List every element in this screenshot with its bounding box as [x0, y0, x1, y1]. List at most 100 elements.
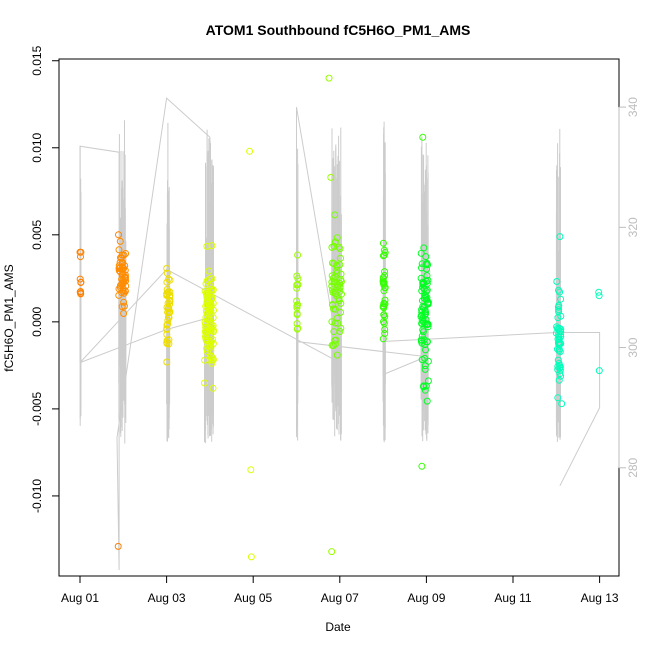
- data-point: [419, 281, 427, 288]
- data-point: [163, 325, 171, 333]
- data-point: [554, 363, 562, 370]
- data-point: [76, 275, 84, 283]
- data-point: [558, 400, 566, 408]
- x-axis-label: Date: [325, 620, 351, 634]
- data-point: [247, 553, 255, 561]
- data-point: [379, 275, 387, 283]
- data-point: [381, 296, 389, 304]
- y2-tick-label: 280: [626, 457, 640, 477]
- data-point: [554, 303, 562, 311]
- data-point: [421, 386, 429, 394]
- y-tick-label: 0.015: [30, 45, 44, 75]
- data-point: [77, 290, 85, 298]
- data-point: [77, 253, 84, 261]
- data-point: [418, 462, 426, 470]
- y-tick-label: 0.000: [30, 307, 44, 337]
- data-point: [332, 336, 340, 344]
- data-point: [424, 377, 432, 385]
- data-point: [327, 173, 335, 181]
- y-axis-label: fC5H6O_PM1_AMS: [2, 264, 16, 371]
- data-point: [77, 278, 85, 286]
- data-point: [380, 299, 388, 307]
- data-point: [165, 314, 173, 322]
- data-point: [247, 466, 255, 474]
- data-point: [209, 314, 217, 322]
- data-point: [293, 297, 301, 305]
- data-point: [553, 278, 561, 285]
- data-point: [557, 372, 565, 380]
- data-point: [418, 339, 426, 347]
- data-point: [202, 320, 209, 328]
- data-point: [595, 367, 603, 375]
- data-point: [417, 249, 425, 257]
- y2-tick-label: 340: [626, 97, 640, 117]
- data-point: [163, 358, 171, 366]
- x-tick-label: Aug 09: [407, 591, 445, 605]
- data-point: [293, 302, 301, 310]
- data-point: [201, 356, 209, 364]
- data-point: [379, 335, 387, 343]
- data-point: [163, 339, 171, 346]
- data-point: [424, 261, 432, 269]
- data-point: [325, 74, 333, 82]
- data-point: [209, 354, 217, 362]
- data-point: [328, 278, 336, 286]
- data-point: [419, 326, 427, 334]
- data-point: [421, 365, 429, 373]
- data-point: [294, 275, 302, 283]
- data-point: [380, 251, 388, 259]
- y2-tick-label: 300: [626, 337, 640, 357]
- data-point: [209, 384, 217, 392]
- data-point: [380, 287, 388, 295]
- data-point: [380, 318, 387, 326]
- x-tick-label: Aug 11: [494, 591, 531, 605]
- data-point: [557, 328, 565, 335]
- data-point: [77, 288, 85, 295]
- data-point: [201, 318, 209, 326]
- x-tick-label: Aug 05: [234, 591, 272, 605]
- data-point: [422, 253, 430, 261]
- data-point: [329, 301, 337, 309]
- data-point: [207, 353, 215, 361]
- data-point: [331, 211, 339, 219]
- data-point: [337, 276, 345, 284]
- data-point: [294, 251, 302, 259]
- data-point: [328, 548, 336, 556]
- data-point: [115, 231, 122, 239]
- data-point: [595, 288, 603, 296]
- data-point: [118, 281, 126, 288]
- data-point: [166, 297, 174, 305]
- data-point: [205, 267, 213, 275]
- data-point: [293, 304, 301, 312]
- data-point: [163, 290, 171, 298]
- data-point: [379, 252, 387, 260]
- data-point: [333, 314, 341, 322]
- data-point: [164, 305, 172, 313]
- y-tick-label: -0.005: [30, 392, 44, 426]
- data-point: [118, 251, 126, 259]
- data-point: [207, 301, 215, 309]
- data-point: [554, 394, 562, 402]
- data-point: [338, 290, 345, 298]
- data-point: [556, 348, 564, 356]
- data-point: [118, 289, 126, 297]
- data-point: [380, 304, 388, 312]
- data-point: [203, 310, 211, 318]
- data-point: [328, 318, 336, 326]
- data-point: [555, 306, 563, 314]
- data-point: [421, 362, 429, 370]
- data-point: [120, 298, 128, 306]
- data-point: [335, 243, 343, 251]
- data-point: [337, 254, 344, 262]
- data-point: [333, 351, 341, 359]
- data-point: [116, 237, 124, 245]
- data-point: [118, 259, 126, 267]
- data-point: [164, 288, 172, 296]
- data-point: [556, 288, 564, 296]
- data-point: [556, 340, 564, 348]
- data-point: [166, 300, 174, 308]
- data-point: [209, 286, 217, 294]
- data-point: [293, 320, 301, 328]
- data-point: [122, 250, 130, 257]
